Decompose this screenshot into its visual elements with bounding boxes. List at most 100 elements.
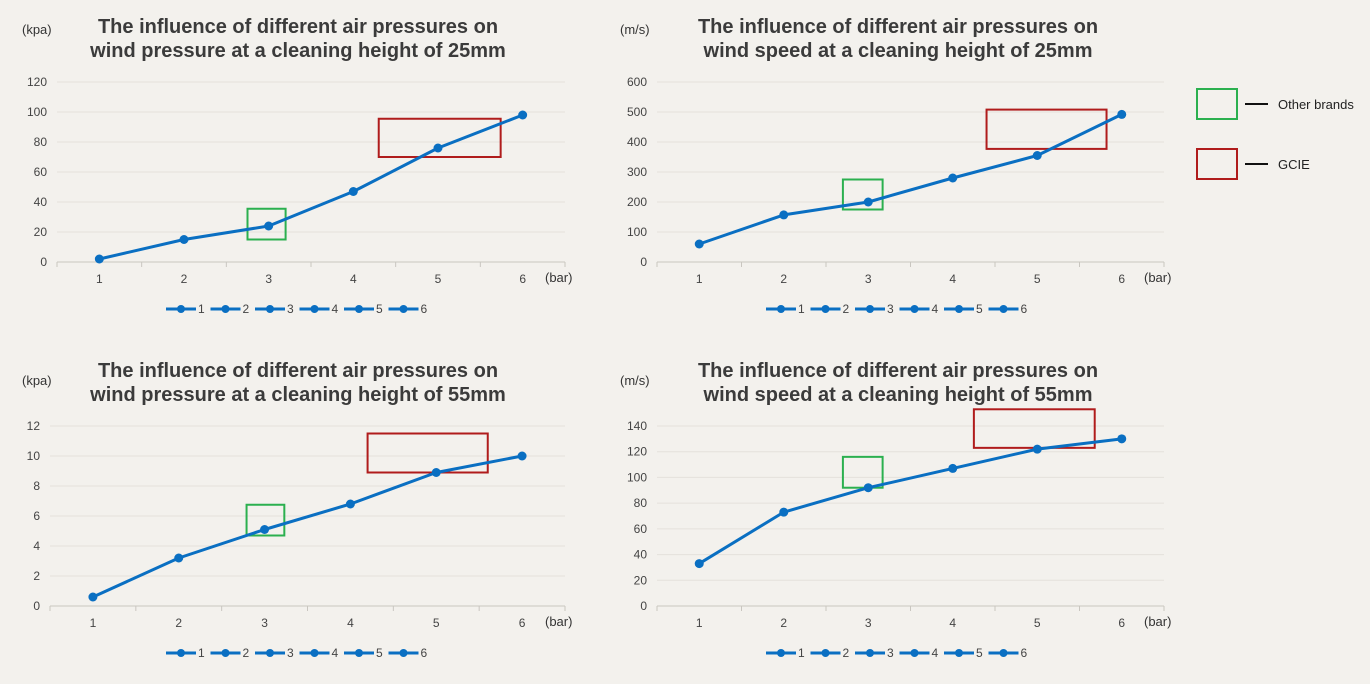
data-point (348, 187, 358, 196)
y-tick-label: 0 (640, 599, 647, 613)
data-point (264, 221, 274, 231)
key-gcie-swatch (1196, 148, 1238, 180)
other-brands-highlight-box (245, 503, 286, 537)
legend-entry: 5 (976, 646, 983, 660)
other-brands-highlight-box (246, 207, 287, 241)
y-tick-label: 40 (634, 548, 648, 562)
y-tick-label: 140 (627, 419, 647, 433)
legend-entry: 1 (198, 302, 205, 316)
y-tick-label: 500 (627, 105, 647, 119)
legend-entry: 6 (1021, 302, 1028, 316)
legend-marker (310, 649, 319, 657)
y-tick-label: 2 (33, 569, 40, 583)
data-point (517, 451, 527, 461)
data-point (174, 553, 184, 563)
chart-legend: 1 2 3 4 5 6 (166, 302, 428, 316)
legend-entry: 5 (376, 646, 383, 660)
legend-marker (910, 305, 919, 313)
legend-entry: 3 (887, 646, 894, 660)
legend-entry: 2 (243, 646, 250, 660)
chart-4: The influence of different air pressures… (620, 360, 1171, 660)
x-tick-label: 1 (696, 272, 703, 286)
legend-marker (866, 305, 874, 313)
legend-marker (999, 649, 1008, 657)
data-point (779, 507, 789, 517)
data-point (694, 559, 704, 569)
data-point (1117, 109, 1127, 119)
y-tick-label: 20 (34, 225, 48, 239)
series-line (698, 437, 1122, 565)
legend-entry: 3 (287, 302, 294, 316)
legend-marker (955, 649, 963, 657)
x-tick-label: 4 (350, 272, 357, 286)
data-point (863, 197, 873, 207)
x-tick-label: 2 (181, 272, 188, 286)
y-tick-label: 80 (634, 496, 648, 510)
y-tick-label: 100 (627, 225, 647, 239)
legend-entry: 5 (376, 302, 383, 316)
legend-entry: 2 (243, 302, 250, 316)
data-point (260, 525, 270, 534)
x-tick-label: 6 (1118, 616, 1125, 630)
x-tick-label: 6 (1118, 272, 1125, 286)
chart-1: The influence of different air pressures… (22, 16, 572, 316)
x-tick-label: 5 (1034, 616, 1041, 630)
legend-entry: 4 (932, 302, 939, 316)
legend-marker (310, 305, 319, 313)
data-point (1032, 444, 1042, 454)
series-line (698, 113, 1123, 246)
y-tick-label: 60 (34, 165, 48, 179)
x-tick-label: 5 (435, 272, 442, 286)
y-tick-label: 600 (627, 75, 647, 89)
data-point (94, 254, 104, 264)
y-tick-label: 12 (27, 419, 41, 433)
y-axis-label: (m/s) (620, 22, 650, 37)
chart-3: The influence of different air pressures… (22, 360, 572, 660)
chart-title: The influence of different air pressures… (98, 16, 498, 38)
x-tick-label: 3 (865, 272, 872, 286)
y-tick-label: 60 (634, 522, 648, 536)
x-tick-label: 4 (949, 272, 956, 286)
chart-legend: 1 2 3 4 5 6 (766, 646, 1028, 660)
y-tick-label: 4 (33, 539, 40, 553)
legend-marker (266, 305, 274, 313)
chart-title: The influence of different air pressures… (698, 360, 1098, 382)
legend-marker (777, 305, 785, 313)
chart-2: The influence of different air pressures… (620, 16, 1171, 316)
data-point (179, 235, 189, 244)
y-tick-label: 6 (33, 509, 40, 523)
chart-title: The influence of different air pressures… (698, 16, 1098, 38)
legend-marker (999, 305, 1008, 313)
x-tick-label: 5 (1034, 272, 1041, 286)
x-tick-label: 4 (347, 616, 354, 630)
legend-entry: 1 (198, 646, 205, 660)
other-brands-highlight-box (841, 455, 884, 489)
x-tick-label: 1 (96, 272, 103, 286)
legend-entry: 6 (421, 302, 428, 316)
legend-entry: 6 (1021, 646, 1028, 660)
legend-entry: 3 (887, 302, 894, 316)
legend-entry: 3 (287, 646, 294, 660)
legend-entry: 6 (421, 646, 428, 660)
gcie-highlight-box (366, 432, 489, 474)
legend-marker (821, 649, 830, 657)
legend-marker (177, 649, 185, 657)
y-tick-label: 40 (34, 195, 48, 209)
legend-marker (910, 649, 919, 657)
y-tick-label: 0 (640, 255, 647, 269)
x-tick-label: 2 (780, 616, 787, 630)
x-tick-label: 3 (265, 272, 272, 286)
y-tick-label: 80 (34, 135, 48, 149)
chart-title: wind speed at a cleaning height of 55mm (703, 384, 1093, 406)
x-tick-label: 2 (780, 272, 787, 286)
chart-legend: 1 2 3 4 5 6 (166, 646, 428, 660)
data-point (1117, 434, 1127, 444)
legend-marker (399, 305, 408, 313)
x-axis-label: (bar) (1144, 270, 1171, 285)
legend-marker (355, 649, 363, 657)
y-tick-label: 100 (627, 470, 647, 484)
legend-marker (177, 305, 185, 313)
other-brands-highlight-box (841, 178, 884, 211)
legend-marker (266, 649, 274, 657)
data-point (948, 463, 958, 473)
